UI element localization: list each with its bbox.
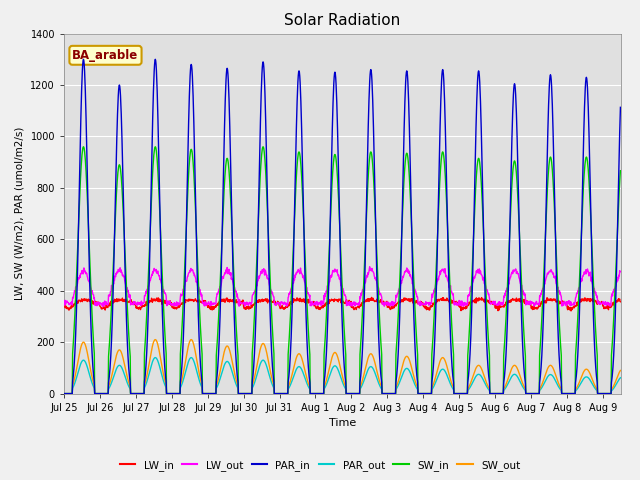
PAR_out — [481, 381, 489, 387]
SW_in — [543, 192, 551, 198]
LW_in — [567, 308, 575, 314]
PAR_out — [171, 391, 179, 396]
SW_in — [616, 168, 624, 174]
SW_out — [161, 375, 168, 381]
SW_out — [171, 391, 179, 396]
PAR_in — [221, 109, 228, 115]
SW_in — [60, 391, 68, 396]
LW_out — [221, 270, 228, 276]
Line: PAR_in: PAR_in — [64, 60, 620, 394]
Line: SW_out: SW_out — [64, 340, 620, 394]
PAR_in — [616, 105, 624, 110]
LW_in — [170, 306, 178, 312]
PAR_in — [79, 57, 87, 62]
LW_out — [271, 301, 279, 307]
Line: LW_in: LW_in — [64, 298, 620, 311]
SW_in — [171, 391, 179, 396]
SW_in — [79, 144, 87, 150]
LW_out — [60, 303, 68, 309]
Line: LW_out: LW_out — [64, 267, 620, 306]
SW_out — [152, 337, 159, 343]
SW_out — [221, 347, 228, 352]
LW_out — [366, 264, 374, 270]
LW_out — [543, 270, 551, 276]
PAR_out — [271, 391, 279, 396]
Line: SW_in: SW_in — [64, 147, 620, 394]
SW_in — [271, 391, 279, 396]
LW_out — [161, 290, 168, 296]
Legend: LW_in, LW_out, PAR_in, PAR_out, SW_in, SW_out: LW_in, LW_out, PAR_in, PAR_out, SW_in, S… — [115, 456, 525, 475]
Text: BA_arable: BA_arable — [72, 49, 139, 62]
SW_in — [161, 320, 168, 325]
LW_in — [616, 299, 624, 305]
X-axis label: Time: Time — [329, 418, 356, 428]
PAR_out — [616, 375, 624, 381]
LW_in — [481, 298, 489, 303]
LW_out — [616, 269, 624, 275]
PAR_out — [161, 380, 168, 386]
Y-axis label: LW, SW (W/m2), PAR (umol/m2/s): LW, SW (W/m2), PAR (umol/m2/s) — [15, 127, 25, 300]
SW_in — [221, 173, 228, 179]
PAR_in — [161, 357, 168, 363]
LW_out — [171, 300, 179, 306]
PAR_in — [481, 302, 489, 308]
LW_in — [60, 303, 68, 309]
PAR_in — [271, 391, 279, 396]
LW_out — [99, 303, 106, 309]
LW_in — [368, 295, 376, 300]
PAR_out — [152, 355, 159, 360]
PAR_out — [221, 361, 228, 367]
SW_in — [481, 274, 489, 280]
Line: PAR_out: PAR_out — [64, 358, 620, 394]
LW_in — [271, 299, 279, 304]
SW_out — [60, 391, 68, 396]
PAR_in — [171, 391, 179, 396]
Title: Solar Radiation: Solar Radiation — [284, 13, 401, 28]
PAR_in — [60, 391, 68, 396]
PAR_out — [543, 375, 551, 381]
SW_out — [616, 368, 624, 373]
SW_out — [543, 367, 551, 373]
LW_out — [482, 283, 490, 289]
PAR_out — [60, 391, 68, 396]
SW_out — [271, 391, 279, 396]
LW_in — [160, 300, 168, 306]
LW_in — [221, 299, 228, 305]
PAR_in — [543, 160, 551, 166]
LW_in — [543, 295, 551, 300]
SW_out — [481, 377, 489, 383]
